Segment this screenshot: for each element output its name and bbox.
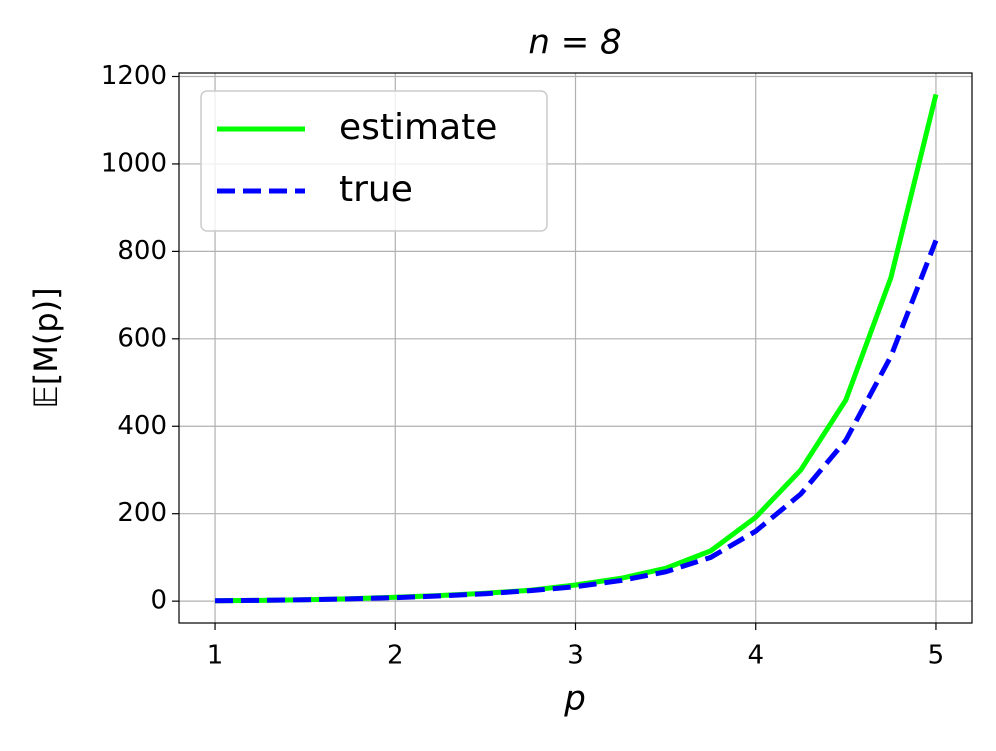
y-tick-label: 800 <box>117 236 167 266</box>
x-tick-label: 3 <box>567 641 584 671</box>
x-tick-label: 5 <box>928 641 945 671</box>
x-tick-label: 1 <box>207 641 224 671</box>
x-tick-label: 4 <box>747 641 764 671</box>
legend-frame <box>200 90 548 232</box>
y-tick-label: 400 <box>117 411 167 441</box>
y-tick-label: 600 <box>117 323 167 353</box>
legend-label: true <box>339 169 413 210</box>
line-series <box>215 239 939 604</box>
legend: estimate true <box>200 90 548 232</box>
chart-title: n = 8 <box>528 23 621 63</box>
x-tick-label: 2 <box>387 641 404 671</box>
plot-frame <box>178 72 973 624</box>
x-axis-label: p <box>563 679 586 719</box>
y-axis-label: 𝔼[M(p)] <box>27 287 65 408</box>
y-tick-label: 0 <box>150 586 167 616</box>
y-tick-label: 1200 <box>101 61 167 91</box>
y-tick-label: 200 <box>117 498 167 528</box>
legend-label: estimate <box>339 107 497 148</box>
y-tick-label: 1000 <box>101 148 167 178</box>
